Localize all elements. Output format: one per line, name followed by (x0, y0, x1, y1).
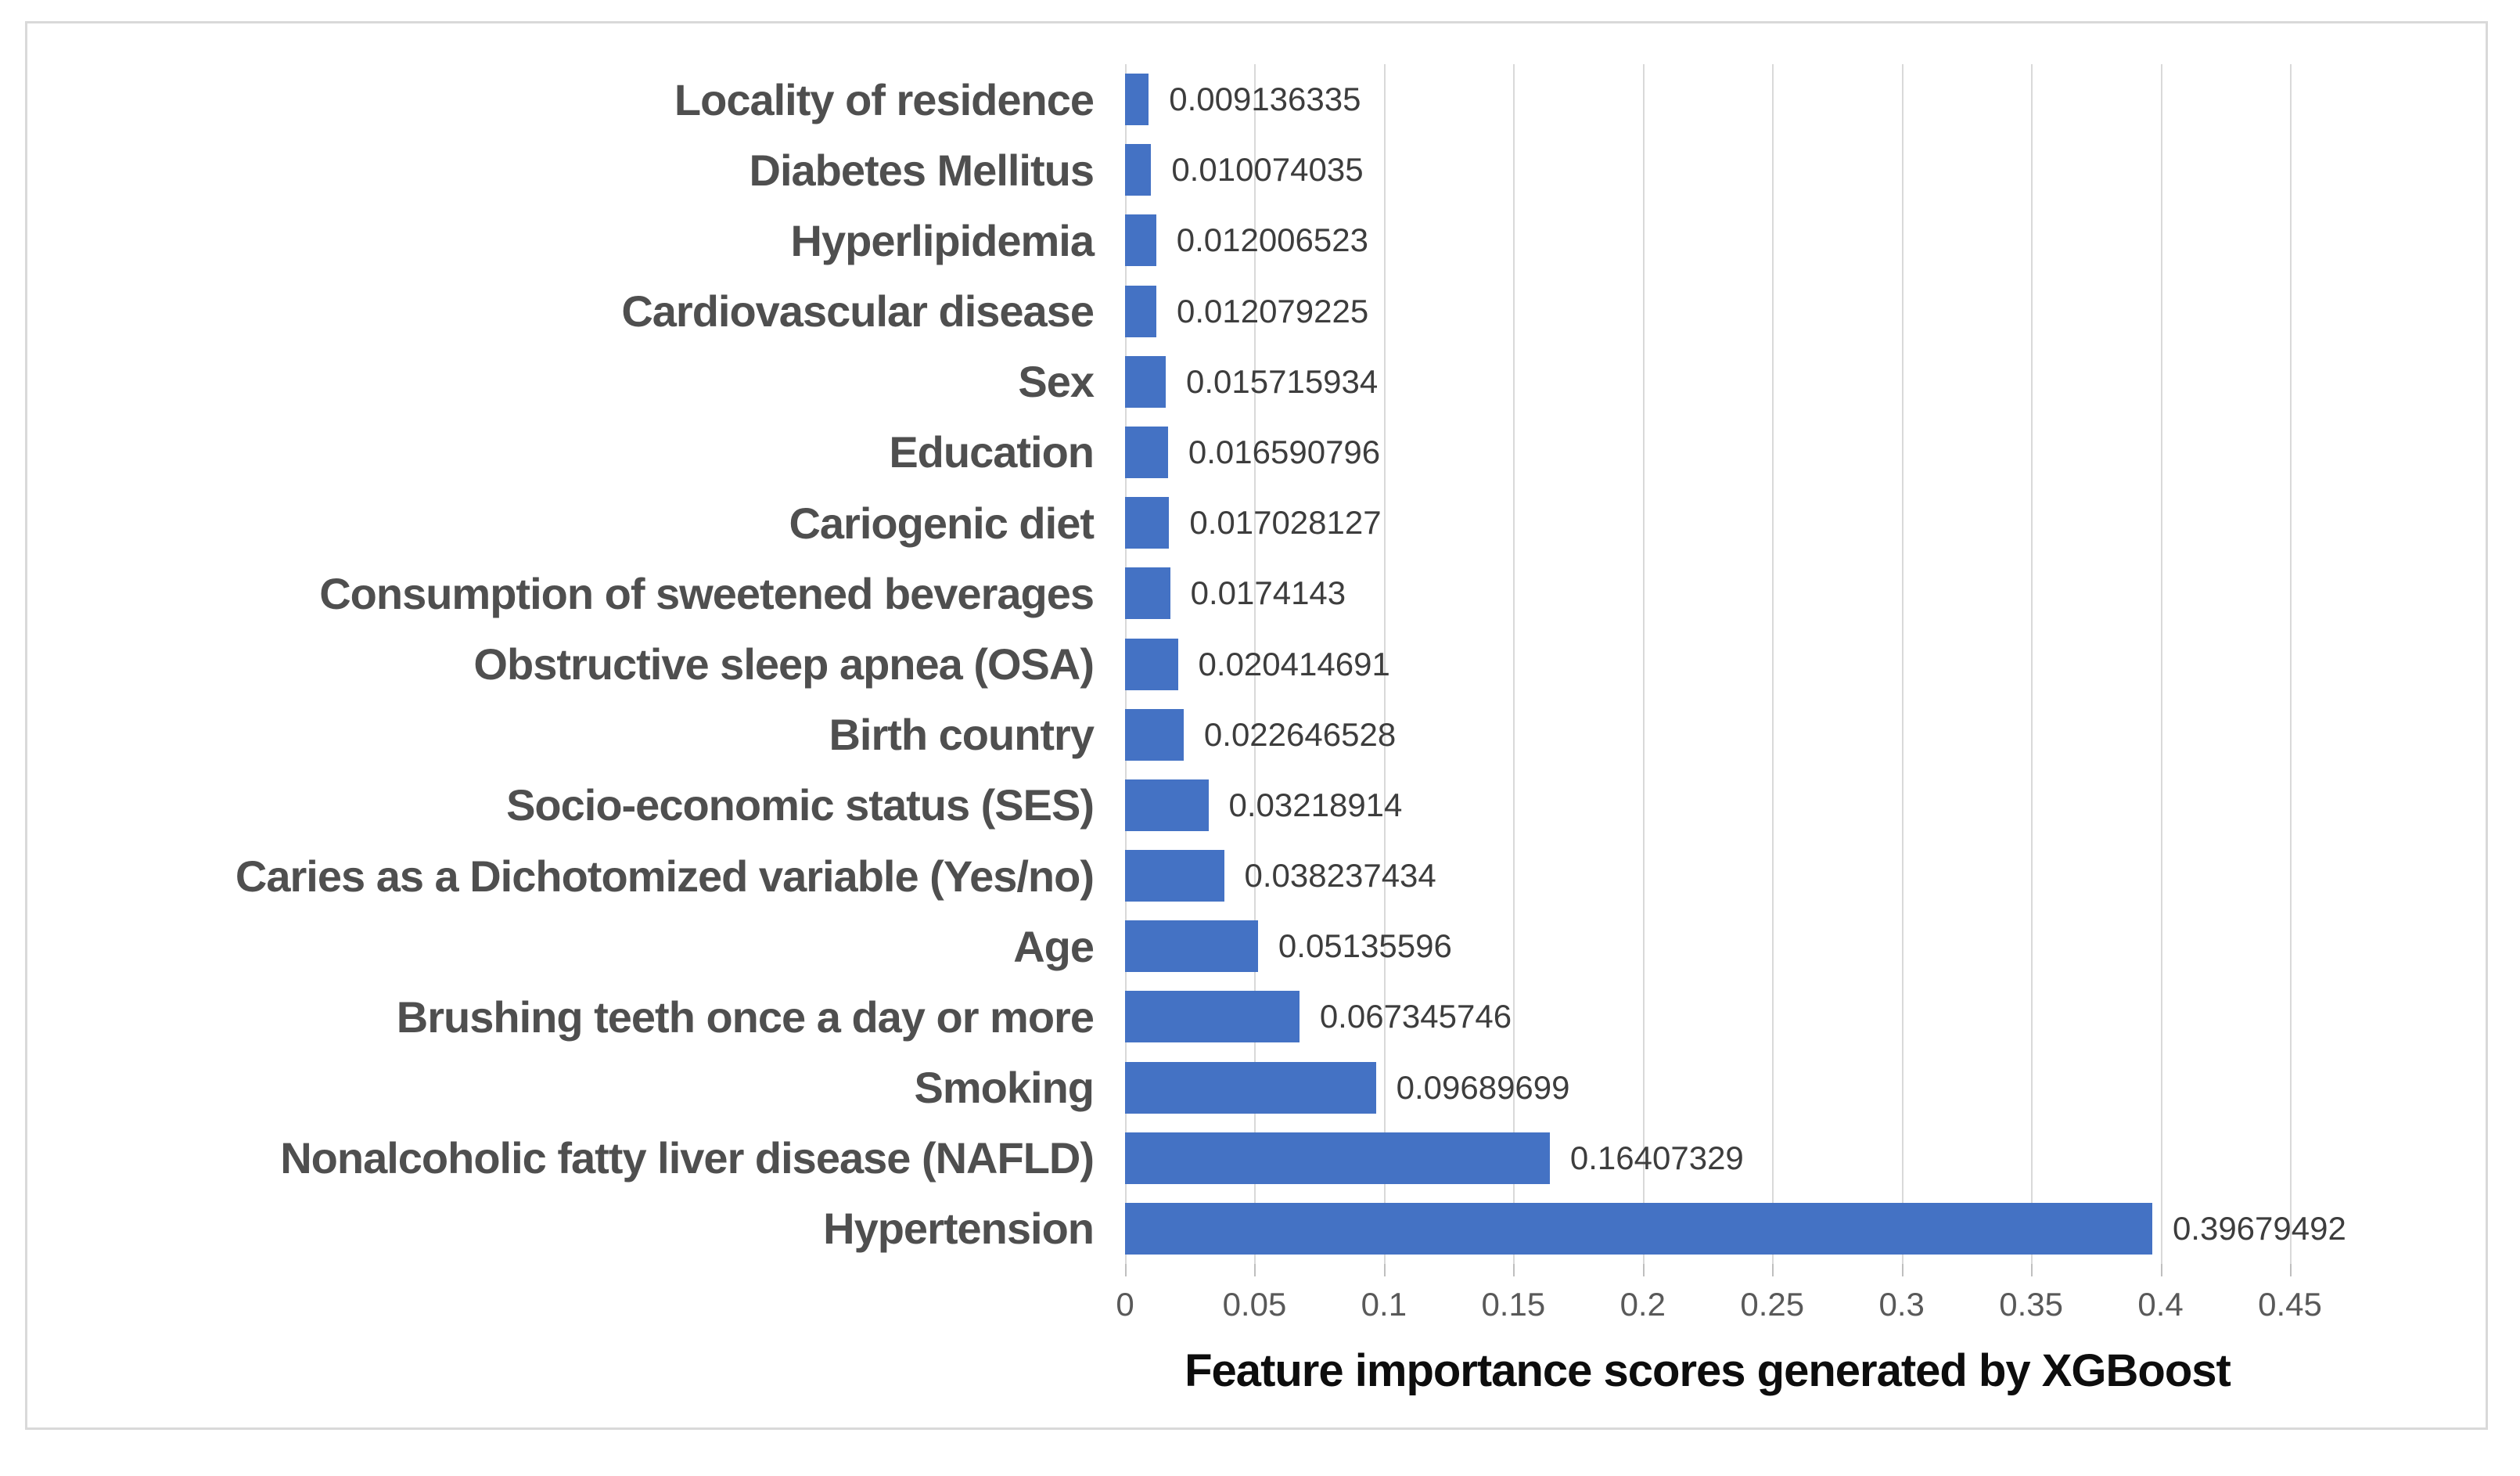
gridline (1254, 64, 1256, 1264)
gridline (1383, 64, 1386, 1264)
value-label: 0.012006523 (1176, 221, 1368, 259)
gridline (2031, 64, 2033, 1264)
value-label: 0.067345746 (1319, 998, 1512, 1035)
plot-area: 0 0.05 0.1 0.15 0.2 0.25 0.3 0.35 0.4 0.45 Localit… (235, 64, 2346, 1323)
bar (1125, 355, 1166, 408)
x-tick-label: 0.3 (1878, 1286, 1925, 1323)
bar (1125, 1202, 2152, 1255)
x-tick-label: 0.45 (2258, 1286, 2322, 1323)
x-axis-tick (2160, 1264, 2162, 1276)
category-label: Brushing teeth once a day or more (396, 992, 1095, 1042)
bar (1125, 920, 1258, 973)
x-tick-label: 0.2 (1619, 1286, 1666, 1323)
x-tick-label: 0.35 (1999, 1286, 2063, 1323)
x-tick-label: 0.05 (1222, 1286, 1287, 1323)
x-axis-tick (1383, 1264, 1386, 1276)
x-tick-label: 0.4 (2137, 1286, 2184, 1323)
x-axis-tick (1901, 1264, 1903, 1276)
category-label: Smoking (914, 1063, 1095, 1113)
bar (1125, 74, 1149, 126)
category-label: Caries as a Dichotomized variable (Yes/n… (235, 851, 1095, 901)
category-label: Sex (1018, 357, 1095, 407)
bar (1125, 426, 1168, 478)
value-label: 0.038237434 (1244, 857, 1436, 895)
bar (1125, 1061, 1376, 1114)
category-label: Diabetes Mellitus (749, 145, 1095, 195)
x-axis-tick (1772, 1264, 1774, 1276)
x-tick-label: 0.15 (1481, 1286, 1546, 1323)
bar (1125, 708, 1184, 761)
x-tick-label: 0.1 (1361, 1286, 1407, 1323)
category-label: Nonalcoholic fatty liver disease (NAFLD) (280, 1133, 1095, 1183)
gridline (1901, 64, 1903, 1264)
x-axis-title: Feature importance scores generated by X… (1185, 1345, 2231, 1396)
value-label: 0.017028127 (1189, 504, 1382, 542)
x-axis-tick (1513, 1264, 1515, 1276)
value-label: 0.015715934 (1186, 362, 1379, 400)
gridline (2290, 64, 2292, 1264)
bar (1125, 567, 1170, 620)
bar (1125, 850, 1224, 902)
bar (1125, 214, 1156, 267)
value-label: 0.39679492 (2172, 1209, 2346, 1247)
bar (1125, 497, 1170, 549)
category-label: Consumption of sweetened beverages (319, 568, 1095, 618)
value-label: 0.16407329 (1569, 1139, 1744, 1176)
feature-importance-chart: 0 0.05 0.1 0.15 0.2 0.25 0.3 0.35 0.4 0.45 Localit… (25, 21, 2488, 1430)
value-label: 0.03218914 (1228, 786, 1403, 823)
category-label: Obstructive sleep apnea (OSA) (473, 639, 1095, 689)
x-tick-label: 0.25 (1740, 1286, 1805, 1323)
bar (1125, 285, 1156, 337)
value-label: 0.022646528 (1203, 715, 1397, 753)
x-axis-tick (1254, 1264, 1256, 1276)
category-label: Locality of residence (674, 74, 1095, 124)
gridline (2160, 64, 2162, 1264)
category-label: Age (1013, 921, 1095, 971)
x-tick-label: 0 (1116, 1286, 1134, 1323)
bar (1125, 1132, 1550, 1184)
gridline (1772, 64, 1774, 1264)
category-label: Birth country (829, 710, 1095, 760)
value-label: 0.0174143 (1190, 574, 1346, 612)
x-axis-tick (2290, 1264, 2292, 1276)
x-axis-tick (2031, 1264, 2033, 1276)
gridline (1642, 64, 1645, 1264)
bar (1125, 991, 1300, 1043)
bar (1125, 638, 1178, 690)
category-label: Hypertension (823, 1204, 1095, 1254)
value-label: 0.020414691 (1198, 645, 1390, 682)
value-label: 0.012079225 (1176, 292, 1369, 329)
value-label: 0.05135596 (1278, 927, 1452, 965)
value-label: 0.010074035 (1171, 151, 1364, 189)
category-label: Socio-economic status (SES) (506, 780, 1095, 830)
category-label: Education (889, 427, 1095, 477)
value-label: 0.016590796 (1188, 433, 1381, 470)
category-label: Hyperlipidemia (790, 215, 1095, 265)
bar (1125, 144, 1152, 196)
bar (1125, 779, 1209, 831)
category-label: Cardiovascular disease (621, 286, 1095, 337)
category-label: Cariogenic diet (789, 498, 1095, 548)
x-axis-tick (1642, 1264, 1645, 1276)
x-axis-tick (1125, 1264, 1127, 1276)
value-label: 0.09689699 (1396, 1068, 1570, 1106)
gridline (1513, 64, 1515, 1264)
value-label: 0.009136335 (1169, 81, 1361, 118)
